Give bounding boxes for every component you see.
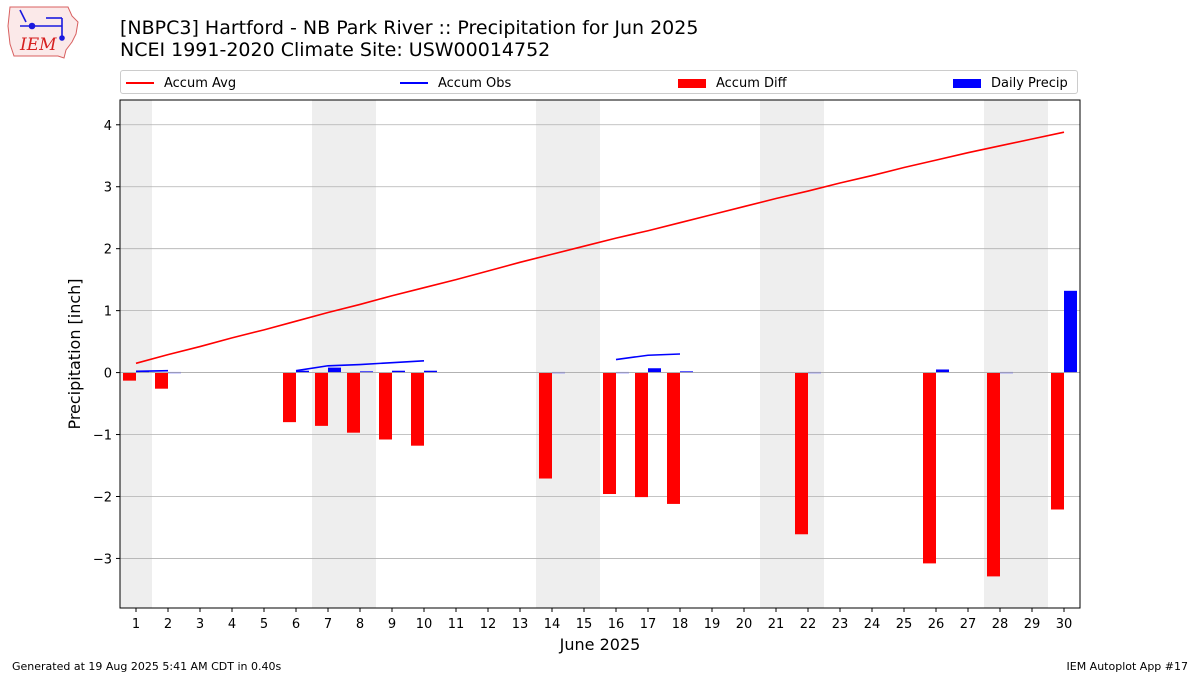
- accum-obs-line: [295, 360, 425, 372]
- accum-diff-bar: [411, 372, 424, 446]
- x-tick-label: 22: [800, 617, 817, 632]
- x-tick-label: 19: [704, 617, 721, 632]
- x-tick-label: 27: [960, 617, 977, 632]
- accum-diff-bar: [539, 372, 552, 479]
- x-tick-label: 8: [356, 617, 364, 632]
- weekend-band: [120, 100, 152, 608]
- legend-label-daily-precip: Daily Precip: [991, 75, 1068, 91]
- accum-diff-bar: [603, 372, 616, 495]
- x-tick-label: 23: [832, 617, 849, 632]
- legend-swatch-accum-diff: [678, 78, 706, 88]
- chart-legend: Accum Avg Accum Obs Accum Diff Daily Pre…: [120, 70, 1078, 94]
- x-tick-label: 9: [388, 617, 396, 632]
- legend-item-accum-diff: Accum Diff: [678, 74, 787, 92]
- x-tick-label: 12: [480, 617, 497, 632]
- x-tick-label: 16: [608, 617, 625, 632]
- iem-logo: IEM: [7, 6, 79, 59]
- accum-obs-line: [615, 353, 681, 361]
- x-tick-label: 28: [992, 617, 1009, 632]
- legend-item-daily-precip: Daily Precip: [953, 74, 1068, 92]
- daily-precip-bar: [680, 371, 693, 373]
- x-tick-label: 3: [196, 617, 204, 632]
- x-tick-label: 21: [768, 617, 785, 632]
- daily-precip-bar: [936, 369, 949, 373]
- x-tick-label: 7: [324, 617, 332, 632]
- x-tick-label: 26: [928, 617, 945, 632]
- x-tick-label: 29: [1024, 617, 1041, 632]
- x-tick-label: 1: [132, 617, 140, 632]
- y-tick-label: 4: [104, 119, 112, 134]
- y-tick-label: −1: [93, 429, 112, 444]
- accum-diff-bar: [123, 372, 136, 381]
- daily-precip-bar: [424, 370, 437, 373]
- accum-diff-bar: [795, 372, 808, 535]
- generated-timestamp: Generated at 19 Aug 2025 5:41 AM CDT in …: [12, 660, 282, 673]
- daily-precip-bar: [296, 370, 309, 373]
- accum-obs-line: [135, 369, 169, 373]
- daily-precip-bar: [392, 370, 405, 373]
- y-tick-label: −2: [93, 490, 112, 505]
- accum-diff-bar: [315, 372, 328, 426]
- x-tick-label: 11: [448, 617, 465, 632]
- legend-item-accum-obs: Accum Obs: [400, 74, 511, 92]
- chart-title: [NBPC3] Hartford - NB Park River :: Prec…: [120, 17, 699, 39]
- accum-diff-bar: [155, 372, 168, 389]
- y-tick-label: 0: [104, 367, 112, 382]
- x-tick-label: 20: [736, 617, 753, 632]
- logo-text: IEM: [19, 35, 57, 55]
- weekend-band: [760, 100, 824, 608]
- accum-diff-bar: [635, 372, 648, 498]
- weekend-band: [312, 100, 376, 608]
- weather-station-icon: [19, 9, 65, 41]
- x-tick-label: 5: [260, 617, 268, 632]
- accum-avg-line: [135, 131, 1065, 365]
- accum-diff-bar: [347, 372, 360, 433]
- chart-subtitle: NCEI 1991-2020 Climate Site: USW00014752: [120, 39, 551, 61]
- daily-precip-bar: [328, 367, 341, 373]
- accum-diff-bar: [379, 372, 392, 440]
- x-tick-label: 2: [164, 617, 172, 632]
- legend-swatch-accum-obs: [400, 82, 428, 84]
- accum-diff-bar: [667, 372, 680, 504]
- x-tick-label: 30: [1056, 617, 1073, 632]
- plot-frame: [119, 99, 1081, 609]
- x-axis-label: June 2025: [559, 635, 641, 654]
- y-axis-label: Precipitation [inch]: [65, 278, 84, 429]
- autoplot-app-label: IEM Autoplot App #17: [1066, 660, 1189, 673]
- weekend-band: [536, 100, 600, 608]
- accum-diff-bar: [1051, 372, 1064, 510]
- legend-label-accum-diff: Accum Diff: [716, 75, 787, 91]
- daily-precip-bar: [360, 371, 373, 373]
- y-tick-label: 2: [104, 243, 112, 258]
- x-tick-label: 18: [672, 617, 689, 632]
- y-tick-label: 1: [104, 305, 112, 320]
- x-tick-label: 15: [576, 617, 593, 632]
- y-tick-label: 3: [104, 181, 112, 196]
- legend-swatch-accum-avg: [126, 82, 154, 84]
- accum-diff-bar: [923, 372, 936, 564]
- x-tick-label: 4: [228, 617, 236, 632]
- accum-diff-bar: [283, 372, 296, 423]
- x-tick-label: 17: [640, 617, 657, 632]
- x-tick-label: 14: [544, 617, 561, 632]
- x-tick-label: 13: [512, 617, 529, 632]
- daily-precip-bar: [648, 368, 661, 373]
- legend-item-accum-avg: Accum Avg: [126, 74, 236, 92]
- daily-precip-bar: [1064, 290, 1077, 373]
- legend-label-accum-avg: Accum Avg: [164, 75, 237, 91]
- accum-diff-bar: [987, 372, 1000, 577]
- legend-label-accum-obs: Accum Obs: [438, 75, 512, 91]
- legend-swatch-daily-precip: [953, 78, 981, 88]
- y-tick-label: −3: [93, 552, 112, 567]
- x-tick-label: 24: [864, 617, 881, 632]
- x-tick-label: 6: [292, 617, 300, 632]
- x-tick-label: 25: [896, 617, 913, 632]
- x-tick-label: 10: [416, 617, 433, 632]
